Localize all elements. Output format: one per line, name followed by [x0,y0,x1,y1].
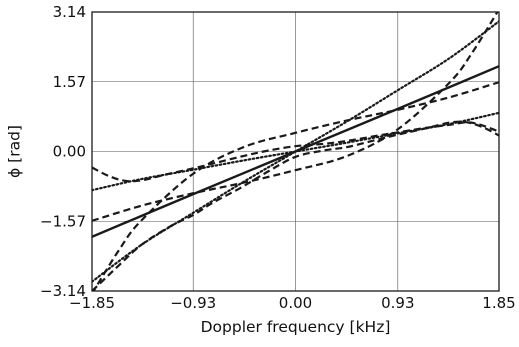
x-tick-label: −1.85 [69,294,115,312]
x-tick-labels: −1.85 −0.93 0.00 0.93 1.85 [69,294,516,312]
y-axis-label: ϕ [rad] [6,125,24,178]
x-axis-label: Doppler frequency [kHz] [201,318,391,336]
plot-frame [91,11,500,292]
series-line-dashed-7 [92,81,499,291]
x-tick-label: 1.85 [482,294,515,312]
x-tick-label: 0.93 [381,294,414,312]
y-tick-label: −1.57 [40,212,86,230]
series-lines [92,12,499,291]
series-line-dashed-4 [92,121,499,183]
y-tick-label: 3.14 [53,3,86,21]
x-tick-label: 0.00 [279,294,312,312]
y-tick-label: 0.00 [53,143,86,161]
y-tick-labels: −3.14 −1.57 0.00 1.57 3.14 [40,3,86,300]
x-tick-label: −0.93 [170,294,216,312]
series-line-dashed-6 [92,12,499,222]
series-line-dashed-5 [92,120,499,291]
y-tick-label: 1.57 [53,73,86,91]
y-tick-label: −3.14 [40,282,86,300]
